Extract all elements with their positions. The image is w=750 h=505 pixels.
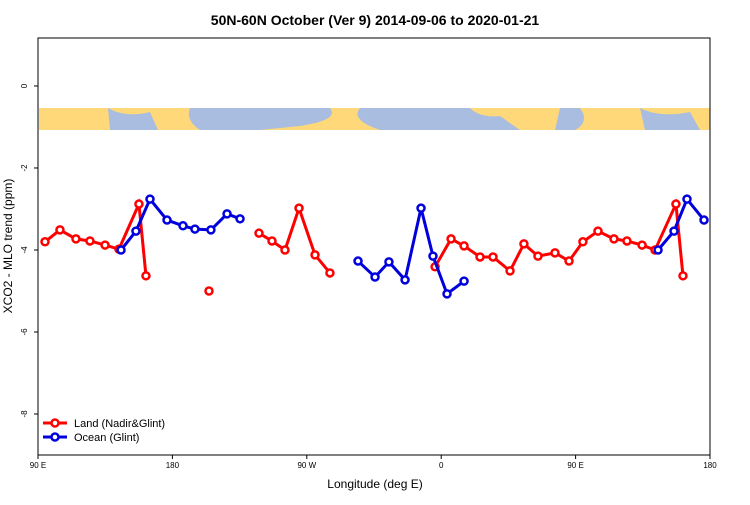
legend: Land (Nadir&Glint) Ocean (Glint)	[43, 418, 165, 444]
data-point	[550, 248, 560, 258]
data-point	[699, 215, 709, 225]
data-point	[294, 203, 304, 213]
data-point	[222, 209, 232, 219]
data-point	[310, 250, 320, 260]
data-point	[416, 203, 426, 213]
data-point	[235, 214, 245, 224]
x-tick-label: 90 W	[297, 461, 316, 470]
data-point	[141, 271, 151, 281]
data-point	[178, 221, 188, 231]
y-tick-label: -4	[20, 246, 29, 254]
series	[116, 194, 709, 299]
data-point	[593, 226, 603, 236]
data-point	[459, 241, 469, 251]
chart-title: 50N-60N October (Ver 9) 2014-09-06 to 20…	[211, 12, 540, 28]
data-point	[254, 228, 264, 238]
x-tick-label: 180	[166, 461, 180, 470]
data-point	[116, 245, 126, 255]
data-point	[669, 226, 679, 236]
y-axis-label: XCO2 - MLO trend (ppm)	[1, 179, 15, 314]
data-point	[206, 225, 216, 235]
data-point	[637, 240, 647, 250]
data-point	[204, 286, 214, 296]
data-point	[280, 245, 290, 255]
x-axis-label: Longitude (deg E)	[327, 477, 422, 491]
data-point	[609, 234, 619, 244]
data-point	[622, 236, 632, 246]
data-point	[671, 199, 681, 209]
y-tick-label: -8	[20, 410, 29, 418]
data-point	[131, 226, 141, 236]
data-point	[267, 236, 277, 246]
data-point	[442, 289, 452, 299]
land-map-strip	[39, 108, 710, 130]
data-point	[134, 199, 144, 209]
data-point	[384, 257, 394, 267]
data-point	[446, 234, 456, 244]
x-tick-label: 0	[439, 461, 444, 470]
legend-label: Ocean (Glint)	[74, 432, 139, 444]
x-tick-label: 180	[703, 461, 717, 470]
x-tick-label: 90 E	[567, 461, 583, 470]
data-point	[71, 234, 81, 244]
data-point	[459, 276, 469, 286]
data-point	[353, 256, 363, 266]
data-point	[678, 271, 688, 281]
data-point	[100, 240, 110, 250]
data-point	[325, 268, 335, 278]
data-point	[533, 251, 543, 261]
data-point	[162, 215, 172, 225]
legend-label: Land (Nadir&Glint)	[74, 418, 165, 430]
legend-marker	[50, 418, 60, 428]
data-point	[505, 266, 515, 276]
data-point	[428, 251, 438, 261]
data-point	[370, 272, 380, 282]
data-point	[475, 252, 485, 262]
plot-frame	[37, 37, 711, 456]
legend-marker	[50, 432, 60, 442]
x-tick-label: 90 E	[30, 461, 46, 470]
data-point	[488, 252, 498, 262]
data-point	[564, 256, 574, 266]
data-point	[145, 194, 155, 204]
data-point	[682, 194, 692, 204]
data-point	[400, 275, 410, 285]
data-point	[519, 239, 529, 249]
y-tick-label: 0	[20, 83, 29, 88]
data-point	[653, 245, 663, 255]
data-point	[85, 236, 95, 246]
data-point	[190, 224, 200, 234]
y-tick-label: -2	[20, 164, 29, 172]
data-point	[55, 225, 65, 235]
data-point	[578, 237, 588, 247]
data-point	[40, 237, 50, 247]
y-tick-label: -6	[20, 328, 29, 336]
